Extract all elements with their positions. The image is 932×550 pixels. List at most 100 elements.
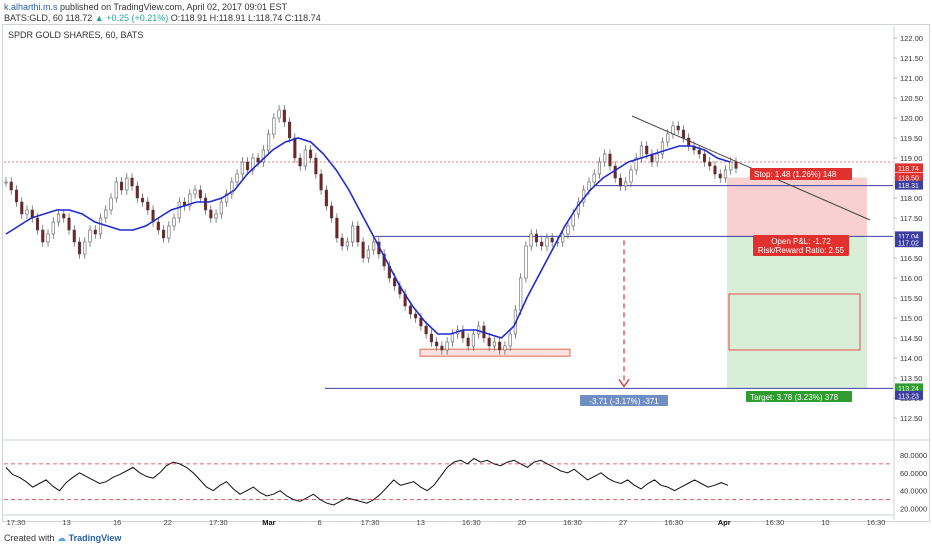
pnl-label-text: Risk/Reward Ratio: 2.55	[758, 246, 845, 255]
price-tick-label: 121.00	[900, 74, 923, 83]
candle	[534, 233, 538, 243]
time-tick-label: Mar	[262, 518, 275, 527]
candle	[734, 161, 738, 169]
candle	[645, 145, 649, 155]
chart-title: SPDR GOLD SHARES, 60, BATS	[8, 30, 144, 40]
time-axis[interactable]: 17:30 13 16 22 17:30 Mar 6 17:30 13 16:30 20 16:30 2…	[2, 514, 894, 527]
rsi-tick-label: 80.0000	[900, 451, 927, 460]
price-badge	[895, 173, 923, 182]
author-link[interactable]: k.alharthi.m.s	[4, 2, 58, 12]
candle	[503, 345, 507, 351]
candle	[261, 149, 265, 163]
price-tick-label: 122.00	[900, 34, 923, 43]
candle	[419, 317, 423, 327]
candle	[272, 117, 276, 135]
last-price: 118.72	[65, 13, 93, 23]
candle	[608, 153, 612, 167]
candle	[240, 161, 244, 175]
candle	[393, 277, 397, 287]
measure-label-text: -3.71 (-3.17%) -371	[589, 397, 659, 406]
candle	[471, 333, 475, 347]
candle	[267, 133, 271, 151]
chart-frame	[2, 24, 930, 522]
candle	[487, 337, 491, 347]
candle	[167, 225, 171, 239]
price-tick-label: 116.50	[900, 254, 922, 263]
candle	[282, 109, 286, 123]
price-badge-label: 118.74	[898, 166, 919, 173]
candle	[466, 337, 470, 347]
candle	[340, 237, 344, 247]
price-tick-label: 115.50	[900, 294, 922, 303]
price-tick-label: 120.50	[900, 94, 923, 103]
candle	[119, 181, 124, 191]
price-tick-label: 119.00	[900, 154, 922, 163]
candle	[687, 137, 691, 147]
candle	[235, 173, 239, 183]
price-badges: 118.74118.50118.31117.04117.02113.24113.…	[895, 163, 923, 400]
stop-zone	[727, 177, 867, 237]
stop-label: Stop: 1.48 (1.26%) 148	[750, 168, 852, 180]
time-tick-label: 10	[821, 518, 829, 527]
candle	[723, 169, 728, 179]
candle	[445, 341, 449, 351]
target-label: Target: 3.78 (3.23%) 378	[746, 391, 852, 402]
footer: Created with ☁ TradingView	[4, 533, 121, 544]
candle	[519, 277, 523, 311]
time-tick-label: 16	[113, 518, 121, 527]
time-tick-label: 17:30	[7, 518, 26, 527]
time-tick-label: 16:30	[765, 518, 784, 527]
time-tick-label: 27	[619, 518, 627, 527]
price-badge	[895, 163, 923, 173]
candle	[125, 177, 129, 191]
time-tick-label: 17:30	[361, 518, 380, 527]
candle	[56, 213, 61, 223]
price-badge-label: 118.31	[898, 183, 919, 190]
candle	[67, 217, 71, 231]
candle	[718, 173, 722, 179]
price-tick-label: 121.50	[900, 54, 923, 63]
candle	[345, 241, 349, 247]
candle	[88, 229, 92, 243]
ohlc-values: O:118.91 H:118.91 L:118.74 C:118.74	[170, 13, 321, 23]
rsi-line	[5, 457, 729, 506]
candle	[335, 217, 339, 239]
candle	[4, 181, 8, 184]
time-tick-label: Apr	[718, 518, 731, 527]
target-label-bg	[746, 391, 852, 402]
time-tick-label: 20	[518, 518, 526, 527]
candle	[666, 133, 670, 143]
symbol-interval: BATS:GLD, 60	[4, 13, 63, 23]
candle	[540, 241, 544, 247]
candle	[135, 185, 139, 199]
candle	[114, 181, 118, 199]
candle	[309, 149, 313, 159]
price-tick-label: 114.50	[900, 334, 922, 343]
candle	[634, 157, 638, 171]
candle	[330, 205, 334, 219]
candle	[566, 225, 570, 235]
candle	[697, 149, 701, 155]
candle	[109, 197, 113, 211]
price-badge-label: 117.04	[898, 234, 919, 241]
price-tick-label: 116.00	[900, 274, 922, 283]
candle	[93, 229, 97, 235]
candle	[435, 341, 439, 347]
candle	[372, 241, 376, 251]
time-tick-label: 6	[317, 518, 321, 527]
price-axis[interactable]: 122.00 121.50 121.00 120.50 120.00 119.50 119.…	[893, 26, 923, 520]
candle	[219, 201, 223, 215]
candle	[587, 181, 591, 191]
candle	[429, 333, 433, 343]
candle	[83, 241, 87, 255]
created-with: Created with	[4, 533, 55, 543]
candle	[450, 333, 454, 343]
candle	[230, 181, 234, 195]
candle	[25, 209, 29, 215]
time-tick-label: 13	[417, 518, 425, 527]
price-badge	[895, 390, 923, 400]
price-badge	[895, 238, 923, 248]
tradingview-brand[interactable]: TradingView	[68, 533, 122, 543]
candle	[193, 189, 197, 195]
